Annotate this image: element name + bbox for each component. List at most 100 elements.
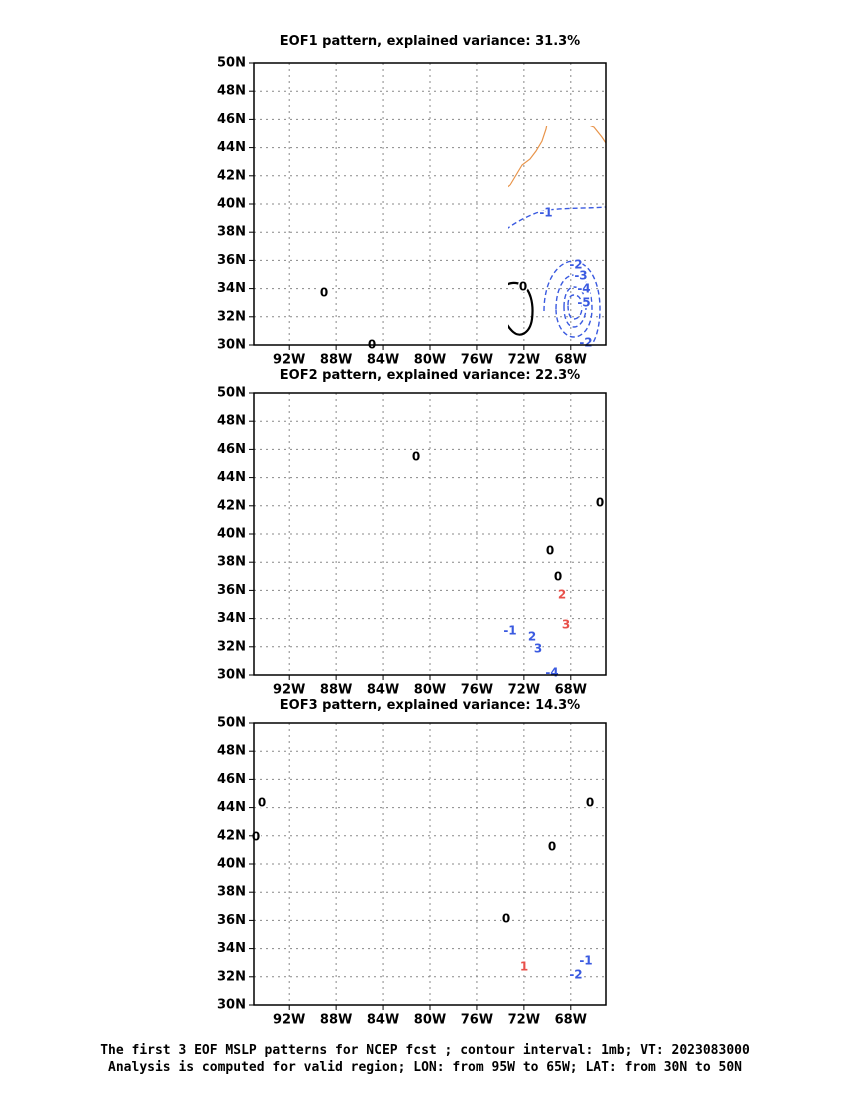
lat-label: 36N [217, 583, 246, 598]
contour-line-zero [254, 393, 550, 535]
coastline [290, 667, 328, 675]
map-panel-3: 0 0 0 0 0 1 -1-2 50N 48N 46N 44N 42N 40N 38N 36N 34N 32N… [217, 716, 607, 1028]
coastline [510, 741, 606, 845]
lat-label: 32N [217, 309, 246, 324]
coastline [434, 477, 476, 489]
lon-label: 72W [508, 353, 540, 368]
contour-line-zero [504, 455, 606, 551]
coastline [466, 213, 476, 239]
coastline [364, 785, 408, 823]
lat-label: 38N [217, 225, 246, 240]
coastline [390, 163, 434, 183]
coastline [340, 793, 354, 841]
lat-label: 30N [217, 668, 246, 683]
lat-label: 42N [217, 498, 246, 513]
coastline [508, 184, 511, 188]
map-content [254, 75, 607, 346]
coastline [340, 133, 354, 181]
contour-label: -4 [577, 282, 590, 296]
lat-label: 34N [217, 611, 246, 626]
contour-label: 0 [548, 840, 556, 854]
lat-label: 46N [217, 442, 246, 457]
contour-label: 0 [596, 496, 604, 510]
lat-label: 50N [217, 56, 246, 71]
contour-label: -3 [574, 269, 587, 283]
coastline [434, 147, 476, 159]
contour-line-negative [552, 985, 596, 1005]
coastline [290, 75, 366, 115]
lat-label: 30N [217, 338, 246, 353]
contour-label: 0 [258, 796, 266, 810]
lon-label: 76W [461, 353, 493, 368]
lat-label: 32N [217, 969, 246, 984]
coastline [290, 405, 366, 445]
map-panel-1: 000-1-2-3-4-5-250N48N46N44N42N40N38N36N3… [217, 56, 607, 368]
lat-label: 44N [217, 470, 246, 485]
lat-label: 44N [217, 140, 246, 155]
contour-line-zero [508, 281, 534, 336]
panel-2-title: EOF2 pattern, explained variance: 22.3% [279, 368, 581, 383]
lat-label: 32N [217, 639, 246, 654]
lon-label: 80W [414, 1013, 446, 1028]
panel-3-title: EOF3 pattern, explained variance: 14.3% [279, 698, 581, 713]
contour-label: 0 [502, 912, 510, 926]
lon-label: 88W [320, 353, 352, 368]
lon-label: 76W [461, 1013, 493, 1028]
lat-label: 34N [217, 281, 246, 296]
coastline [390, 823, 434, 843]
contour-label: 0 [320, 286, 328, 300]
coastline [509, 126, 548, 186]
lat-label: 48N [217, 414, 246, 429]
contour-label: 0 [554, 570, 562, 584]
contour-line-negative [543, 260, 601, 346]
contour-line-negative [567, 294, 583, 320]
lon-label: 88W [320, 683, 352, 698]
coastline [434, 807, 476, 819]
contour-line-negative [563, 286, 587, 328]
contour-line-zero [254, 293, 326, 345]
lon-label: 72W [508, 683, 540, 698]
contour-label: 3 [534, 642, 542, 656]
coastline [390, 493, 434, 513]
lat-label: 46N [217, 772, 246, 787]
lat-label: 44N [217, 800, 246, 815]
lon-label: 84W [367, 353, 399, 368]
coastline [340, 463, 354, 511]
lat-label: 40N [217, 857, 246, 872]
coastline [589, 126, 607, 144]
contour-label: 0 [252, 830, 260, 844]
contour-label: 2 [528, 630, 536, 644]
lon-label: 68W [555, 683, 587, 698]
lon-label: 76W [461, 683, 493, 698]
lat-label: 36N [217, 913, 246, 928]
contour-label: -5 [577, 296, 590, 310]
contour-line-negative [508, 206, 607, 229]
coastline [364, 125, 408, 163]
lon-label: 72W [508, 1013, 540, 1028]
coastline [584, 453, 606, 473]
coastline [348, 669, 378, 671]
lat-label: 38N [217, 555, 246, 570]
lon-label: 68W [555, 1013, 587, 1028]
lat-label: 48N [217, 744, 246, 759]
lat-label: 36N [217, 253, 246, 268]
lon-label: 68W [555, 353, 587, 368]
footer-line-2: Analysis is computed for valid region; L… [108, 1060, 742, 1075]
lat-label: 40N [217, 527, 246, 542]
coastline [352, 395, 374, 401]
coastline [290, 735, 366, 775]
contour-line-zero [534, 723, 606, 805]
contour-label: 3 [562, 618, 570, 632]
coastline [410, 515, 510, 675]
contour-label: 0 [519, 280, 527, 294]
contour-label: -1 [579, 954, 592, 968]
panel-1-title: EOF1 pattern, explained variance: 31.3% [279, 34, 581, 49]
lon-label: 88W [320, 1013, 352, 1028]
contour-label: -1 [503, 624, 516, 638]
lon-label: 92W [273, 1013, 305, 1028]
contour-line-zero [500, 908, 576, 1005]
coastline [550, 393, 606, 429]
contour-line-negative [555, 274, 593, 338]
contour-label: 0 [586, 796, 594, 810]
